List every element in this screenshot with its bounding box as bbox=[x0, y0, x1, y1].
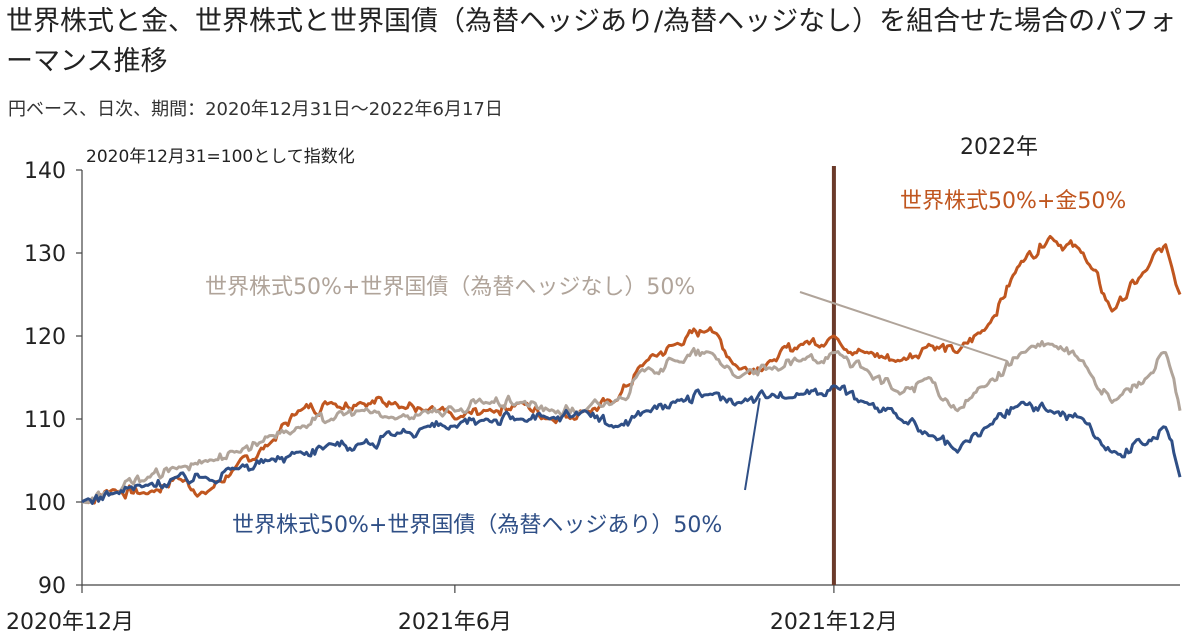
series-line-2 bbox=[81, 384, 1182, 505]
y-tick-label: 140 bbox=[24, 159, 66, 184]
chart-subtitle: 円ベース、日次、期間：2020年12月31日～2022年6月17日 bbox=[8, 99, 503, 120]
callout-line-unhedged bbox=[799, 291, 1008, 362]
x-tick-label: 2021年6月 bbox=[398, 610, 512, 635]
chart-title: 世界株式と金、世界株式と世界国債（為替ヘッジあり/為替ヘッジなし）を組合せた場合… bbox=[6, 6, 1177, 77]
y-tick-label: 90 bbox=[38, 574, 66, 599]
y-tick-label: 120 bbox=[24, 325, 66, 350]
series-label-stocks-bonds-unhedged: 世界株式50%+世界国債（為替ヘッジなし）50% bbox=[205, 275, 695, 300]
y-tick-label: 110 bbox=[24, 408, 66, 433]
x-axis: 2020年12月 2021年6月 2021年12月 bbox=[6, 584, 1180, 635]
index-note: 2020年12月31=100として指数化 bbox=[86, 147, 355, 167]
year-marker-label: 2022年 bbox=[960, 135, 1038, 160]
y-tick-label: 130 bbox=[24, 242, 66, 267]
x-tick-label: 2021年12月 bbox=[770, 610, 898, 635]
series-lines bbox=[81, 234, 1182, 505]
series-line-1 bbox=[81, 340, 1182, 505]
callout-line-hedged bbox=[744, 398, 761, 491]
series-callouts bbox=[744, 291, 1008, 491]
x-tick-label: 2020年12月 bbox=[6, 610, 134, 635]
y-tick-label: 100 bbox=[24, 491, 66, 516]
series-label-stocks-bonds-hedged: 世界株式50%+世界国債（為替ヘッジあり）50% bbox=[232, 513, 722, 538]
series-label-stocks-gold: 世界株式50%+金50% bbox=[900, 189, 1126, 214]
y-axis-ticks: 90 100 110 120 130 140 bbox=[24, 159, 83, 599]
